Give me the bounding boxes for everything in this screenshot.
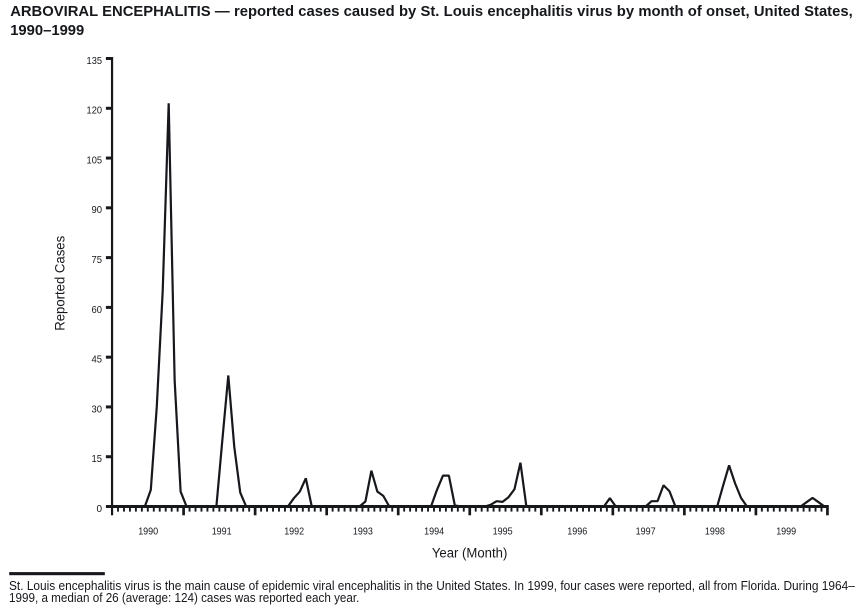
svg-text:0: 0 (96, 504, 102, 515)
svg-text:135: 135 (87, 56, 103, 67)
svg-text:1996: 1996 (567, 527, 587, 538)
svg-text:1998: 1998 (705, 527, 725, 538)
svg-text:30: 30 (92, 404, 103, 415)
svg-text:1997: 1997 (636, 527, 656, 538)
svg-text:90: 90 (92, 205, 103, 216)
svg-text:1993: 1993 (353, 527, 373, 538)
svg-text:75: 75 (92, 255, 103, 266)
svg-text:Year (Month): Year (Month) (432, 545, 508, 560)
svg-text:15: 15 (92, 454, 103, 465)
svg-text:45: 45 (92, 355, 103, 366)
svg-text:1990: 1990 (138, 527, 158, 538)
svg-text:60: 60 (92, 305, 103, 316)
svg-text:1995: 1995 (493, 527, 513, 538)
svg-text:1994: 1994 (424, 527, 444, 538)
svg-text:1992: 1992 (284, 527, 304, 538)
svg-text:Reported Cases: Reported Cases (52, 236, 68, 331)
svg-text:1991: 1991 (212, 527, 232, 538)
svg-text:1999: 1999 (776, 527, 796, 538)
svg-text:120: 120 (87, 106, 103, 117)
svg-text:105: 105 (87, 155, 103, 166)
